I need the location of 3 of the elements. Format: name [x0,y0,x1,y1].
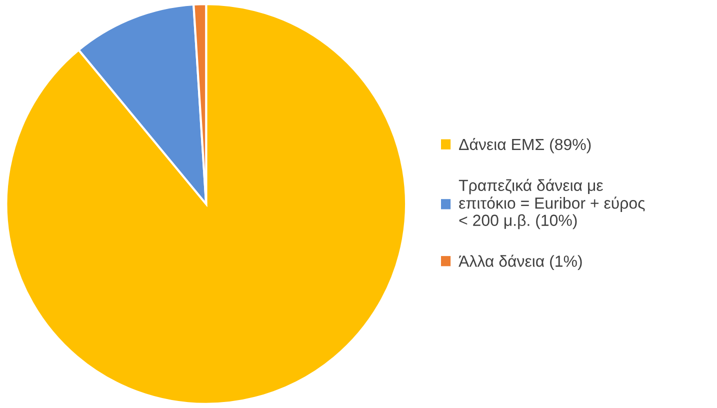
legend-label: Δάνεια ΕΜΣ (89%) [459,138,591,154]
legend-label: Τραπεζικά δάνεια με επιτόκιο = Euribor + εύρος < 200 μ.β. (10%) [458,178,645,230]
legend-label: Άλλα δάνεια (1%) [458,254,582,270]
